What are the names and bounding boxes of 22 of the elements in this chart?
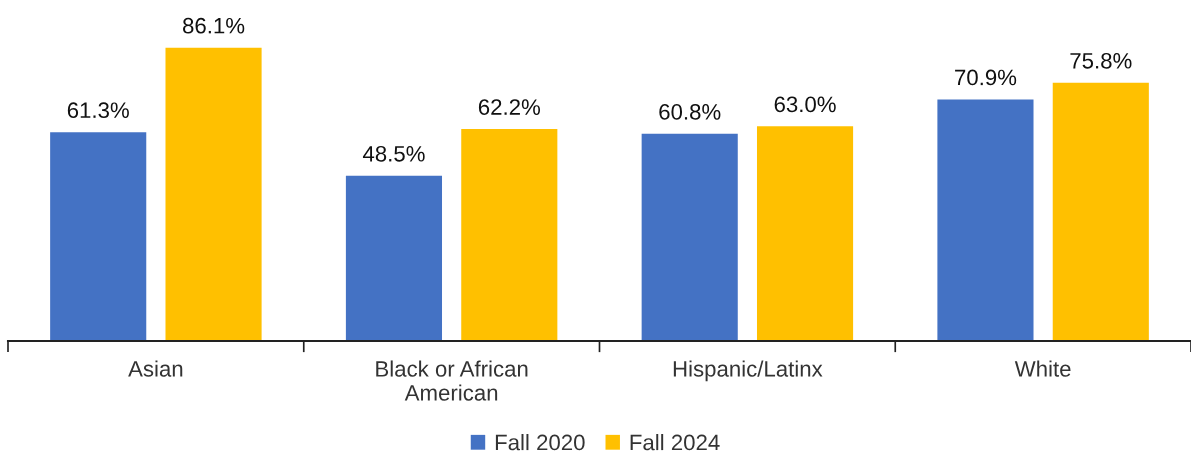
bar (345, 175, 443, 341)
x-tick-label: Black or African American (376, 360, 528, 401)
bar (461, 129, 558, 341)
data-label: 70.9% (955, 69, 1017, 86)
x-tick-label: Asian (128, 360, 183, 377)
data-label: 75.8% (1070, 52, 1132, 69)
legend-label: Fall 2020 (495, 433, 585, 451)
data-label: 86.1% (183, 17, 245, 34)
data-label: 62.2% (478, 99, 541, 115)
legend-label: Fall 2024 (630, 433, 720, 451)
data-label: 48.5% (362, 145, 425, 162)
data-label: 63.0% (774, 96, 836, 113)
bar (756, 126, 854, 341)
bar (641, 133, 738, 341)
x-tick-label: White (1014, 360, 1071, 377)
bar (937, 99, 1034, 341)
data-label: 60.8% (659, 104, 721, 120)
bar (1052, 82, 1149, 341)
bar (50, 132, 147, 341)
x-tick-label: Hispanic/Latinx (673, 360, 823, 382)
data-label: 61.3% (67, 102, 129, 119)
bar (165, 47, 262, 341)
